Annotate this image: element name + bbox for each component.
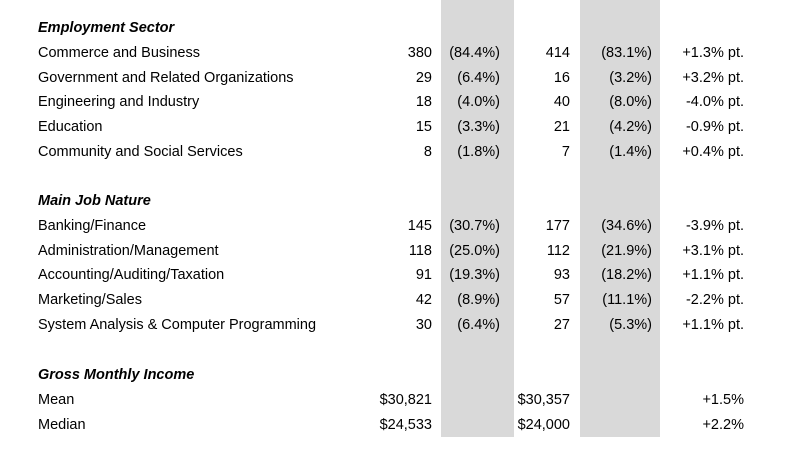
table-row: Engineering and Industry 18 (4.0%) 40 (8.0%)…: [0, 91, 796, 113]
section-title: Main Job Nature: [38, 193, 151, 209]
change-value: -4.0% pt.: [685, 94, 744, 111]
year1-value: 18: [415, 94, 432, 111]
year1-percent: (8.9%): [457, 292, 500, 309]
year1-percent: (4.0%): [457, 94, 500, 111]
change-value: +1.1% pt.: [682, 317, 744, 333]
year2-percent: (1.4%): [609, 144, 652, 160]
section-title: Employment Sector: [38, 20, 175, 36]
year2-value: 21: [553, 119, 570, 136]
table-row: Mean $30,821 $30,357 +1.5%: [0, 389, 796, 411]
row-label: Education: [38, 119, 103, 136]
year2-percent: (3.2%): [609, 69, 652, 86]
year1-percent: (84.4%): [449, 44, 500, 61]
year2-value: 414: [545, 44, 570, 61]
change-value: -2.2% pt.: [685, 292, 744, 309]
table-row: Median $24,533 $24,000 +2.2%: [0, 414, 796, 436]
row-label: Banking/Finance: [38, 217, 147, 234]
year1-percent: (25.0%): [449, 242, 500, 259]
year1-percent: (6.4%): [457, 317, 500, 333]
year2-percent: (21.9%): [601, 242, 652, 259]
change-value: +1.3% pt.: [682, 44, 744, 61]
change-value: +1.5%: [702, 391, 744, 408]
change-value: -3.9% pt.: [685, 217, 744, 234]
table-row: Accounting/Auditing/Taxation 91 (19.3%) 93 (…: [0, 264, 796, 286]
year2-value: 7: [561, 144, 570, 160]
row-label: Engineering and Industry: [38, 94, 200, 111]
year2-percent: (11.1%): [602, 292, 652, 309]
year1-value: 15: [415, 119, 432, 136]
year2-value: $30,357: [517, 391, 570, 408]
year2-percent: (34.6%): [601, 217, 652, 234]
row-label: Commerce and Business: [38, 44, 200, 61]
year2-percent: (4.2%): [609, 119, 652, 136]
year2-percent: (5.3%): [609, 317, 652, 333]
change-value: +0.4% pt.: [682, 144, 744, 160]
year1-value: 42: [415, 292, 432, 309]
table-row: Government and Related Organizations 29 (6…: [0, 67, 796, 89]
table-row: Community and Social Services 8 (1.8%) 7 (1.…: [0, 141, 796, 163]
change-value: +3.2% pt.: [682, 69, 744, 86]
year2-value: 112: [546, 242, 570, 259]
year1-percent: (30.7%): [449, 217, 500, 234]
section-heading: Main Job Nature: [0, 190, 796, 212]
section-title: Gross Monthly Income: [38, 367, 195, 383]
row-label: System Analysis & Computer Programming: [38, 317, 317, 333]
change-value: +3.1% pt.: [682, 242, 744, 259]
year1-value: 8: [423, 144, 432, 160]
table-row: System Analysis & Computer Programming 30…: [0, 314, 796, 336]
change-value: +1.1% pt.: [682, 267, 744, 284]
row-label: Marketing/Sales: [38, 292, 142, 309]
year2-value: $24,000: [517, 416, 570, 433]
year2-value: 16: [553, 69, 570, 86]
row-label: Community and Social Services: [38, 144, 243, 160]
table-row: Education 15 (3.3%) 21 (4.2%) -0.9% pt.: [0, 116, 796, 138]
year1-percent: (6.4%): [457, 69, 500, 86]
table-row: Commerce and Business 380 (84.4%) 414 (83.1%…: [0, 42, 796, 64]
year1-value: 380: [407, 44, 432, 61]
year2-value: 93: [553, 267, 570, 284]
year1-value: 145: [407, 217, 432, 234]
shaded-column-year2-percent: [580, 0, 660, 437]
year1-value: 29: [415, 69, 432, 86]
row-label: Administration/Management: [38, 242, 219, 259]
section-heading: Employment Sector: [0, 17, 796, 39]
year1-value: 30: [415, 317, 432, 333]
row-label: Mean: [38, 391, 75, 408]
change-value: +2.2%: [702, 416, 744, 433]
row-label: Median: [38, 416, 86, 433]
shaded-column-year1-percent: [441, 0, 514, 437]
table-row: Marketing/Sales 42 (8.9%) 57 (11.1%) -2.2% pt…: [0, 289, 796, 311]
year2-percent: (83.1%): [601, 44, 652, 61]
year1-percent: (19.3%): [449, 267, 500, 284]
change-value: -0.9% pt.: [685, 119, 744, 136]
year1-percent: (1.8%): [457, 144, 500, 160]
table-row: Administration/Management 118 (25.0%) 112 (2…: [0, 240, 796, 262]
year2-percent: (18.2%): [601, 267, 652, 284]
row-label: Accounting/Auditing/Taxation: [38, 267, 225, 284]
section-heading: Gross Monthly Income: [0, 364, 796, 386]
table-row: Banking/Finance 145 (30.7%) 177 (34.6%) -3.9%…: [0, 215, 796, 237]
year2-value: 177: [545, 217, 570, 234]
year2-value: 40: [553, 94, 570, 111]
year2-percent: (8.0%): [609, 94, 652, 111]
year1-value: 118: [408, 242, 432, 259]
year1-value: $24,533: [379, 416, 432, 433]
year1-value: $30,821: [379, 391, 432, 408]
year2-value: 57: [553, 292, 570, 309]
year2-value: 27: [553, 317, 570, 333]
year1-percent: (3.3%): [457, 119, 500, 136]
year1-value: 91: [415, 267, 432, 284]
row-label: Government and Related Organizations: [38, 69, 294, 86]
